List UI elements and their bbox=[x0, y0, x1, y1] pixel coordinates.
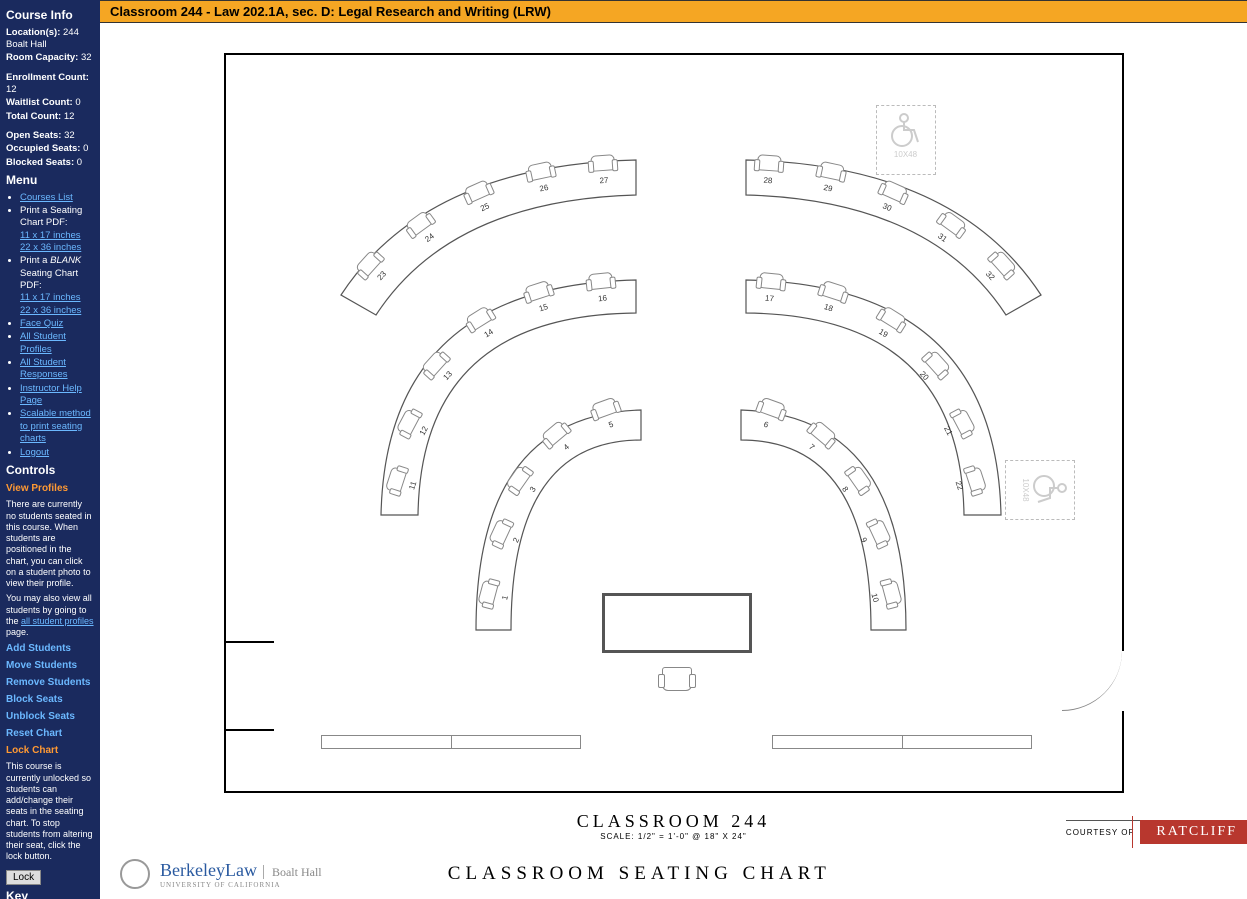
waitlist-row: Waitlist Count: 0 bbox=[6, 97, 94, 109]
seat-27[interactable]: 27 bbox=[587, 154, 618, 178]
wall-niche-left bbox=[224, 641, 274, 731]
blocked-row: Blocked Seats: 0 bbox=[6, 157, 94, 169]
control-add-students[interactable]: Add Students bbox=[6, 642, 94, 655]
controls-para-2: You may also view all students by going … bbox=[6, 593, 94, 638]
occupied-row: Occupied Seats: 0 bbox=[6, 143, 94, 155]
control-move-students[interactable]: Move Students bbox=[6, 659, 94, 672]
menu-list: Courses List Print a Seating Chart PDF: … bbox=[6, 192, 94, 459]
floorplan: 1234567891011121314151617181920212223242… bbox=[224, 53, 1124, 793]
control-view-profiles[interactable]: View Profiles bbox=[6, 482, 94, 495]
menu-scalable[interactable]: Scalable method to print seating charts bbox=[20, 408, 91, 444]
whiteboard-2 bbox=[772, 735, 1032, 749]
control-unblock-seats[interactable]: Unblock Seats bbox=[6, 710, 94, 723]
ratcliff-logo: RATCLIFF bbox=[1140, 820, 1247, 844]
chart-area: 1234567891011121314151617181920212223242… bbox=[100, 23, 1247, 849]
all-profiles-inline-link[interactable]: all student profiles bbox=[21, 616, 94, 626]
room-scale: SCALE: 1/2" = 1'-0" @ 18" X 24" bbox=[226, 832, 1122, 841]
whiteboard-1 bbox=[321, 735, 581, 749]
lock-para: This course is currently unlocked so stu… bbox=[6, 761, 94, 862]
footer: BerkeleyLawBoalt Hall UNIVERSITY OF CALI… bbox=[100, 849, 1247, 899]
controls-para-1: There are currently no students seated i… bbox=[6, 499, 94, 589]
courtesy-block: COURTESY OF RATCLIFF bbox=[1066, 820, 1247, 844]
room-labels: CLASSROOM 244 SCALE: 1/2" = 1'-0" @ 18" … bbox=[226, 811, 1122, 841]
lectern-chair bbox=[662, 667, 692, 691]
menu-all-responses[interactable]: All Student Responses bbox=[20, 357, 68, 380]
control-lock-chart[interactable]: Lock Chart bbox=[6, 744, 94, 757]
menu-blank-22x36[interactable]: 22 x 36 inches bbox=[20, 305, 81, 316]
wheelchair-space-1: 10X48 bbox=[876, 105, 936, 175]
menu-pdf-22x36[interactable]: 22 x 36 inches bbox=[20, 242, 81, 253]
seat-16[interactable]: 16 bbox=[584, 271, 616, 296]
page-title: Classroom 244 - Law 202.1A, sec. D: Lega… bbox=[110, 4, 551, 19]
menu-print-pdf-label: Print a Seating Chart PDF: bbox=[20, 205, 82, 228]
menu-help[interactable]: Instructor Help Page bbox=[20, 383, 82, 406]
lectern bbox=[602, 593, 752, 653]
control-remove-students[interactable]: Remove Students bbox=[6, 676, 94, 689]
enroll-row: Enrollment Count: 12 bbox=[6, 72, 94, 97]
menu-pdf-11x17[interactable]: 11 x 17 inches bbox=[20, 230, 81, 241]
control-block-seats[interactable]: Block Seats bbox=[6, 693, 94, 706]
main: Classroom 244 - Law 202.1A, sec. D: Lega… bbox=[100, 0, 1247, 899]
course-info-heading: Course Info bbox=[6, 8, 94, 24]
control-reset-chart[interactable]: Reset Chart bbox=[6, 727, 94, 740]
capacity-row: Room Capacity: 32 bbox=[6, 52, 94, 64]
university-seal-icon bbox=[120, 859, 150, 889]
footer-title: CLASSROOM SEATING CHART bbox=[202, 863, 1077, 885]
lock-button[interactable]: Lock bbox=[6, 870, 41, 885]
room-title: CLASSROOM 244 bbox=[226, 811, 1122, 832]
sidebar: Course Info Location(s): 244 Boalt Hall … bbox=[0, 0, 100, 899]
menu-all-profiles[interactable]: All Student Profiles bbox=[20, 331, 66, 354]
total-row: Total Count: 12 bbox=[6, 111, 94, 123]
page-header: Classroom 244 - Law 202.1A, sec. D: Lega… bbox=[100, 0, 1247, 23]
location-row: Location(s): 244 Boalt Hall bbox=[6, 27, 94, 52]
controls-heading: Controls bbox=[6, 463, 94, 479]
menu-logout[interactable]: Logout bbox=[20, 447, 49, 458]
key-heading: Key bbox=[6, 889, 94, 899]
menu-blank-11x17[interactable]: 11 x 17 inches bbox=[20, 292, 81, 303]
menu-face-quiz[interactable]: Face Quiz bbox=[20, 318, 63, 329]
wheelchair-space-2: 10X48 bbox=[1005, 460, 1075, 520]
menu-heading: Menu bbox=[6, 173, 94, 189]
seat-17[interactable]: 17 bbox=[754, 271, 786, 296]
open-row: Open Seats: 32 bbox=[6, 130, 94, 142]
courtesy-label: COURTESY OF bbox=[1066, 828, 1135, 837]
menu-courses-list[interactable]: Courses List bbox=[20, 192, 73, 203]
seat-28[interactable]: 28 bbox=[753, 154, 784, 178]
